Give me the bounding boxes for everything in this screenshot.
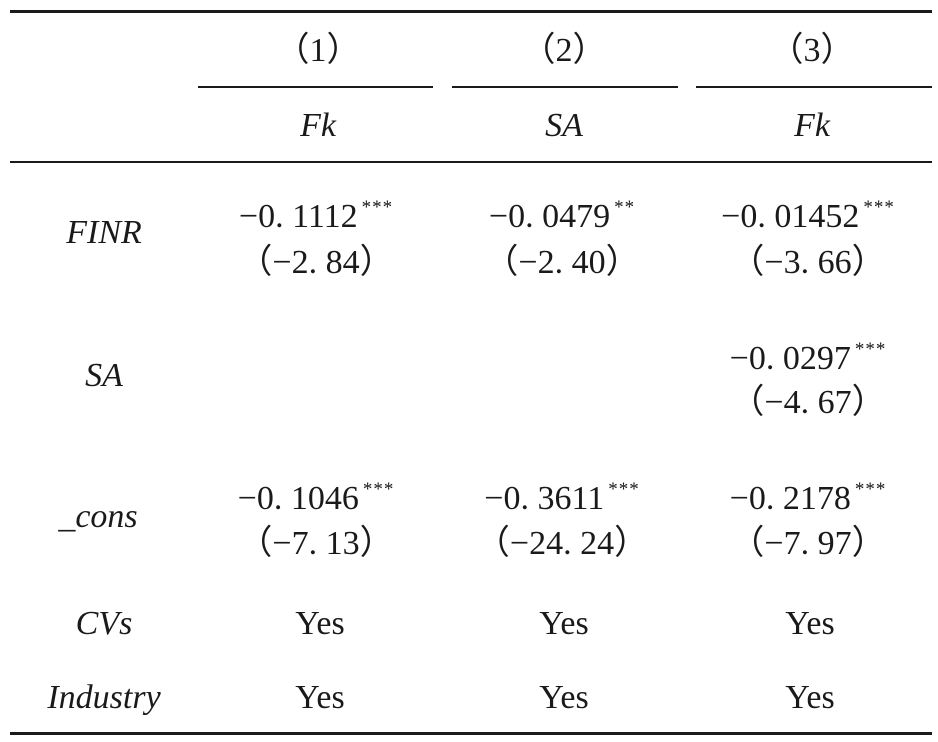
significance-stars: *** [608,479,640,500]
control-value: Yes [539,605,589,642]
column-2-underline [452,86,678,88]
coefficient: −0. 1112 *** [238,197,394,235]
significance-stars: *** [854,339,887,360]
control-label: CVs [75,605,133,642]
t-statistic: （−7. 13） [238,525,394,562]
control-value: Yes [295,605,345,642]
row-label: FINR [66,214,142,251]
significance-stars: *** [362,479,395,500]
row-label: SA [85,357,123,394]
significance-stars: *** [854,479,887,500]
t-statistic: （−4. 67） [730,384,886,421]
column-number: （2） [521,32,607,69]
column-variable: Fk [794,107,830,144]
coefficient [560,330,564,379]
column-variable: SA [545,107,583,144]
coefficient: −0. 2178 *** [729,479,887,517]
coefficient: −0. 0479 ** [488,197,636,235]
column-1-underline [198,86,433,88]
significance-stars: ** [614,197,636,218]
significance-stars: *** [863,197,895,218]
significance-stars: *** [361,197,394,218]
t-statistic: （−3. 66） [730,244,886,281]
t-statistic: （−2. 84） [238,244,394,281]
row-label: _cons [58,498,138,535]
control-value: Yes [539,679,589,716]
header-rule [10,161,932,163]
bottom-rule [10,732,932,735]
coefficient: −0. 1046 *** [237,479,395,517]
t-statistic: （−2. 40） [484,244,640,281]
column-number: （3） [769,32,855,69]
column-number: （1） [275,32,361,69]
coefficient: −0. 01452 *** [721,197,895,235]
coefficient [314,330,318,379]
column-variable: Fk [300,107,336,144]
coefficient: −0. 0297 *** [729,339,887,377]
t-statistic: （−7. 97） [730,525,886,562]
control-value: Yes [785,679,835,716]
t-statistic: （−24. 24） [475,525,649,562]
coefficient: −0. 3611 *** [484,479,640,517]
control-label: Industry [47,679,161,716]
control-value: Yes [295,679,345,716]
control-value: Yes [785,605,835,642]
top-rule [10,10,932,13]
column-3-underline [696,86,932,88]
